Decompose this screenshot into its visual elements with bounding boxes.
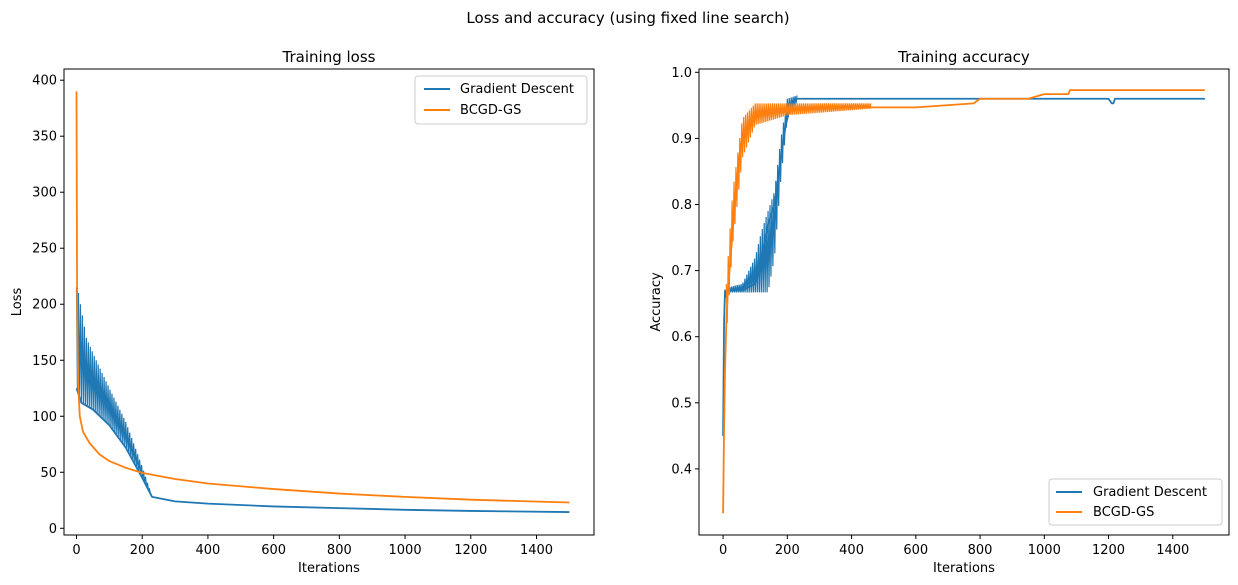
accuracy-chart-legend: Gradient Descent BCGD-GS [1048,478,1223,526]
y-tick-label: 0.9 [671,132,692,147]
loss-chart-xlabel: Iterations [298,561,360,576]
accuracy-chart-ylabel: Accuracy [649,272,664,332]
y-tick-label: 200 [32,298,57,313]
y-tick-label: 0.5 [671,396,692,411]
y-tick-label: 150 [32,354,57,369]
figure-suptitle: Loss and accuracy (using fixed line sear… [466,9,789,27]
accuracy-chart-xlabel: Iterations [933,561,995,576]
y-tick-label: 50 [40,466,57,481]
x-tick-label: 1400 [1156,543,1189,558]
series-oscillation-gradient-descent [75,287,152,496]
series-line-gradient-descent [75,387,570,513]
x-tick-label: 200 [775,543,800,558]
y-tick-label: 100 [32,410,57,425]
y-tick-label: 250 [32,242,57,257]
legend-label-bcgd-gs: BCGD-GS [460,103,521,118]
y-tick-label: 0 [49,522,57,537]
legend-label-gradient-descent: Gradient Descent [1093,485,1207,500]
legend-box [414,75,588,125]
loss-chart-frame [63,68,595,536]
y-tick-label: 0.4 [671,462,692,477]
x-tick-label: 600 [903,543,928,558]
y-tick-label: 400 [32,74,57,89]
x-tick-label: 1400 [520,543,553,558]
series-line-gradient-descent [722,97,1205,436]
x-tick-label: 800 [968,543,993,558]
x-tick-label: 400 [839,543,864,558]
legend-box [1048,478,1223,526]
x-tick-label: 1200 [454,543,487,558]
series-line-bcgd-gs [75,91,570,504]
x-tick-label: 200 [130,543,155,558]
x-tick-label: 1000 [1028,543,1061,558]
y-tick-label: 1.0 [671,66,692,81]
x-tick-label: 1200 [1092,543,1125,558]
series-oscillation-gradient-descent [728,95,798,293]
series-oscillation-bcgd-gs [725,103,872,323]
loss-chart-ylabel: Loss [10,288,25,317]
legend-label-bcgd-gs: BCGD-GS [1093,505,1154,520]
accuracy-chart: Training accuracy Iterations Accuracy 0 2… [649,48,1230,576]
loss-chart-title: Training loss [282,48,376,66]
y-tick-label: 300 [32,186,57,201]
x-tick-label: 1000 [389,543,422,558]
series-line-bcgd-gs [722,89,1205,514]
x-tick-label: 0 [72,543,80,558]
y-tick-label: 0.7 [671,264,692,279]
x-tick-label: 800 [327,543,352,558]
y-tick-label: 350 [32,130,57,145]
x-tick-label: 600 [261,543,286,558]
accuracy-chart-title: Training accuracy [897,48,1030,66]
x-tick-label: 0 [719,543,727,558]
accuracy-chart-frame [698,68,1230,536]
legend-label-gradient-descent: Gradient Descent [460,82,574,97]
y-tick-label: 0.6 [671,330,692,345]
x-tick-label: 400 [196,543,221,558]
loss-chart-legend: Gradient Descent BCGD-GS [414,75,588,125]
loss-chart: Training loss Iterations Loss 0 200 400 600… [10,48,595,576]
y-tick-label: 0.8 [671,198,692,213]
